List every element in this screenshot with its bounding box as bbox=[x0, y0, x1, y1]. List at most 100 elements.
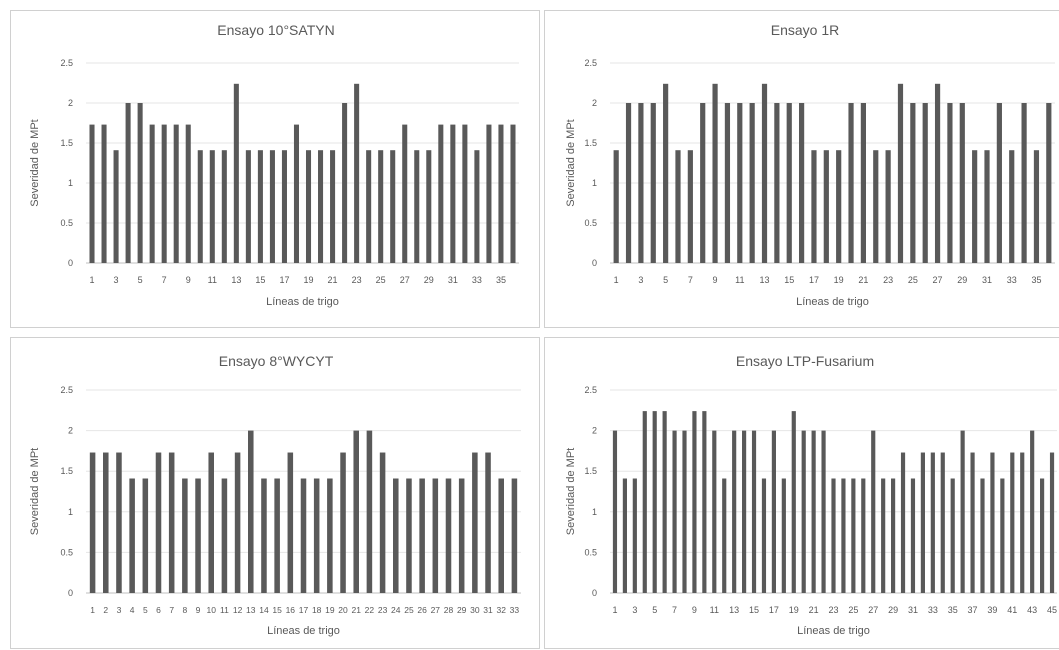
x-tick-label: 19 bbox=[325, 605, 335, 615]
bar bbox=[197, 150, 203, 263]
bar bbox=[406, 478, 412, 593]
bar bbox=[129, 478, 135, 593]
bar bbox=[287, 452, 294, 593]
bar bbox=[378, 150, 384, 263]
x-tick-label: 41 bbox=[1007, 605, 1017, 615]
bar bbox=[155, 452, 162, 593]
bar bbox=[642, 411, 647, 593]
x-tick-label: 29 bbox=[957, 275, 967, 285]
bar bbox=[1010, 452, 1015, 593]
x-tick-label: 33 bbox=[510, 605, 520, 615]
bar bbox=[353, 430, 359, 593]
x-tick-label: 21 bbox=[809, 605, 819, 615]
x-tick-label: 43 bbox=[1027, 605, 1037, 615]
x-tick-label: 21 bbox=[858, 275, 868, 285]
x-tick-label: 17 bbox=[769, 605, 779, 615]
bar bbox=[221, 150, 227, 263]
bar bbox=[881, 478, 886, 593]
y-tick-label: 1.5 bbox=[584, 138, 597, 148]
x-tick-label: 1 bbox=[90, 605, 95, 615]
bar bbox=[1030, 430, 1035, 593]
y-tick-label: 1 bbox=[68, 507, 73, 517]
y-axis-title: Severidad de MPt bbox=[29, 119, 41, 206]
x-tick-label: 5 bbox=[652, 605, 657, 615]
x-tick-label: 29 bbox=[424, 275, 434, 285]
y-tick-label: 2 bbox=[68, 98, 73, 108]
x-tick-label: 19 bbox=[834, 275, 844, 285]
x-tick-label: 9 bbox=[196, 605, 201, 615]
x-tick-label: 2 bbox=[103, 605, 108, 615]
bar bbox=[761, 83, 768, 263]
bar bbox=[663, 83, 669, 263]
x-tick-label: 27 bbox=[933, 275, 943, 285]
bar bbox=[445, 478, 452, 593]
x-tick-label: 23 bbox=[883, 275, 893, 285]
x-tick-label: 1 bbox=[90, 275, 95, 285]
bar bbox=[103, 452, 109, 593]
bar bbox=[873, 150, 879, 263]
y-tick-label: 1 bbox=[68, 178, 73, 188]
bar bbox=[947, 103, 953, 263]
chart-title: Ensayo 10°SATYN bbox=[217, 22, 334, 38]
x-tick-label: 1 bbox=[614, 275, 619, 285]
bar bbox=[801, 430, 806, 593]
bar bbox=[910, 478, 916, 593]
bar bbox=[125, 103, 131, 263]
x-tick-label: 17 bbox=[279, 275, 289, 285]
bar bbox=[330, 150, 336, 263]
bar bbox=[101, 124, 107, 263]
x-tick-label: 32 bbox=[496, 605, 506, 615]
bar bbox=[821, 430, 826, 593]
bar bbox=[432, 478, 439, 593]
bar bbox=[638, 103, 644, 263]
y-tick-label: 0.5 bbox=[60, 218, 73, 228]
bar bbox=[168, 452, 175, 593]
bar bbox=[662, 411, 667, 593]
bar bbox=[732, 430, 737, 593]
x-tick-label: 33 bbox=[928, 605, 938, 615]
y-tick-label: 1.5 bbox=[60, 138, 73, 148]
bar bbox=[922, 103, 928, 263]
bar bbox=[195, 478, 201, 593]
bar bbox=[510, 124, 516, 263]
bar bbox=[173, 124, 179, 263]
y-tick-label: 2.5 bbox=[60, 385, 73, 395]
bar bbox=[426, 150, 432, 263]
bar bbox=[89, 124, 95, 263]
bar bbox=[823, 150, 829, 263]
bar bbox=[450, 124, 456, 263]
bar bbox=[622, 478, 627, 593]
bar bbox=[379, 452, 386, 593]
x-tick-label: 14 bbox=[259, 605, 269, 615]
bar bbox=[269, 150, 275, 263]
x-axis-title: Líneas de trigo bbox=[266, 296, 339, 308]
bar bbox=[221, 478, 228, 593]
bar bbox=[208, 452, 214, 593]
x-tick-label: 31 bbox=[908, 605, 918, 615]
bar bbox=[149, 124, 155, 263]
bar bbox=[113, 150, 119, 263]
x-tick-label: 39 bbox=[987, 605, 997, 615]
x-tick-label: 28 bbox=[444, 605, 454, 615]
x-tick-label: 16 bbox=[286, 605, 296, 615]
bar bbox=[930, 452, 935, 593]
bar bbox=[712, 83, 718, 263]
bar bbox=[1021, 103, 1027, 263]
bar bbox=[959, 103, 965, 263]
bar bbox=[1009, 150, 1015, 263]
y-axis-title: Severidad de MPt bbox=[29, 448, 41, 535]
bar bbox=[861, 478, 866, 593]
bar bbox=[281, 150, 287, 263]
x-tick-label: 3 bbox=[638, 275, 643, 285]
y-axis-title: Severidad de MPt bbox=[565, 119, 577, 206]
x-tick-label: 9 bbox=[713, 275, 718, 285]
x-tick-label: 3 bbox=[117, 605, 122, 615]
x-tick-label: 35 bbox=[948, 605, 958, 615]
bar bbox=[340, 452, 346, 593]
bar bbox=[960, 430, 965, 593]
bar bbox=[781, 478, 786, 593]
x-tick-label: 19 bbox=[789, 605, 799, 615]
bar bbox=[327, 478, 333, 593]
